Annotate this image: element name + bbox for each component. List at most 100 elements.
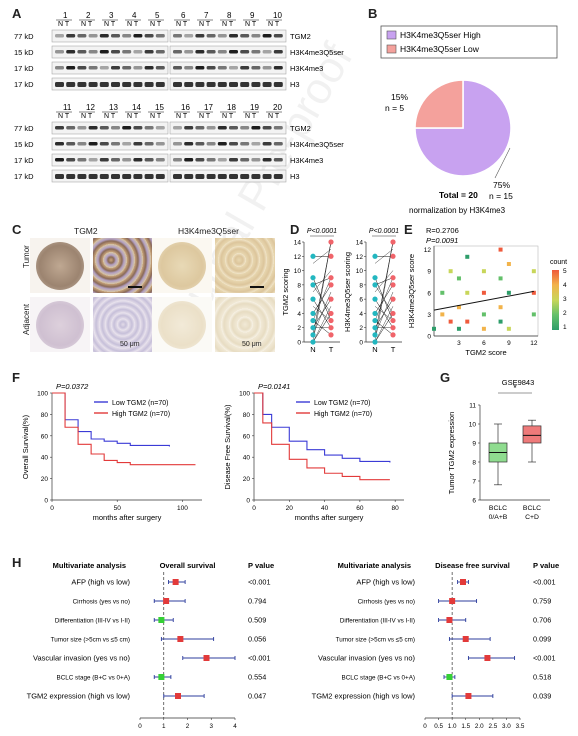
- blot-band: [66, 34, 76, 38]
- pair-line: [374, 306, 394, 321]
- legend-low: H3K4me3Q5ser Low: [400, 44, 480, 54]
- pie-slice-high: [414, 79, 512, 177]
- legend-tick: 1: [563, 324, 567, 331]
- forest-row-label: Cirrhosis (yes vs no): [73, 599, 130, 606]
- blot-band: [251, 50, 261, 54]
- pie-slice-low: [414, 79, 464, 129]
- blot-band: [251, 66, 261, 70]
- p-value: P<0.0001: [307, 228, 337, 235]
- blot-band: [217, 174, 227, 179]
- nt-label: N T: [150, 21, 162, 28]
- hazard-ratio-marker: [175, 693, 181, 699]
- legend-high: H3K4me3Q5ser High: [400, 30, 481, 40]
- blot-band: [144, 142, 154, 146]
- data-point: [465, 254, 470, 259]
- p-value: 0.509: [248, 616, 266, 625]
- x-tick-label: 20: [286, 505, 294, 512]
- y-tick-label: 40: [41, 455, 49, 462]
- nt-label: N T: [222, 113, 234, 120]
- blot-band: [173, 66, 182, 70]
- point-n: [310, 317, 316, 324]
- blot-band: [99, 66, 109, 70]
- p-value: P=0.0091: [426, 236, 458, 245]
- y-tick-label: 80: [41, 412, 49, 419]
- blot-band: [184, 34, 194, 38]
- blot-band: [133, 126, 143, 130]
- x-tick-label: 2.5: [488, 723, 497, 730]
- blot-band: [251, 158, 261, 162]
- p-value: 0.794: [248, 597, 266, 606]
- blot-band: [273, 34, 283, 38]
- lane-number: 7: [204, 11, 209, 20]
- ihc-title-h3k4: H3K4me3Q5ser: [178, 226, 239, 236]
- lane-number: 12: [86, 103, 95, 112]
- blot-band: [184, 174, 194, 179]
- y-tick-label: 14: [294, 240, 302, 247]
- x-tick-label: 50: [114, 505, 122, 512]
- blot-band: [77, 174, 87, 179]
- blot-band: [240, 174, 250, 179]
- scale-bar-label-1: 50 μm: [120, 341, 140, 348]
- blot-band: [66, 50, 76, 54]
- lane-number: 17: [204, 103, 213, 112]
- low-percent: 15%: [391, 92, 408, 102]
- blot-band: [122, 82, 132, 87]
- hazard-ratio-marker: [460, 579, 466, 585]
- blot-band: [133, 174, 143, 179]
- point-t: [390, 253, 396, 259]
- blot-strip: [51, 29, 169, 43]
- forest-plots: Multivariate analysis Overall survival P v…: [27, 561, 560, 730]
- blot-band: [273, 82, 283, 87]
- blot-band: [88, 82, 98, 87]
- legend-tick: 2: [563, 310, 567, 317]
- pair-line: [312, 248, 332, 264]
- blot-band: [251, 174, 261, 179]
- blot-band: [273, 174, 283, 179]
- blot-band: [217, 34, 227, 38]
- panel-label-g: G: [440, 370, 451, 385]
- lane-number: 9: [250, 11, 255, 20]
- blot-band: [88, 126, 98, 130]
- point-n: [310, 339, 316, 345]
- data-point: [531, 312, 536, 317]
- panel-label-e: E: [404, 222, 413, 237]
- y-axis-title: H3K4me3Q5ser scoring: [343, 252, 352, 332]
- nt-label: N T: [127, 113, 139, 120]
- point-n: [310, 310, 316, 317]
- blot-band: [133, 50, 143, 54]
- blot-band: [122, 142, 132, 146]
- blot-strip: [51, 153, 169, 167]
- blot-band: [66, 126, 76, 130]
- blot-band: [88, 34, 98, 38]
- point-t: [390, 282, 396, 288]
- panel-label-d: D: [290, 222, 300, 237]
- point-t: [390, 332, 396, 338]
- nt-label: N T: [176, 113, 188, 120]
- x-tick-label: 100: [177, 505, 188, 512]
- panel-label-c: C: [12, 222, 22, 237]
- km-curve: [254, 392, 390, 481]
- blot-band: [133, 142, 143, 146]
- legend-swatch-low: [386, 44, 397, 54]
- protein-label: H3: [290, 80, 300, 89]
- hazard-ratio-marker: [203, 655, 210, 661]
- blot-band: [262, 82, 272, 87]
- point-t: [328, 253, 334, 259]
- nt-label: N T: [245, 113, 257, 120]
- data-point: [531, 290, 536, 295]
- blot-band: [251, 82, 261, 87]
- x-tick-label: 60: [356, 505, 364, 512]
- kd-label: 15 kD: [14, 48, 34, 57]
- blot-band: [66, 174, 76, 179]
- ihc-h3k4-tumor-zoom: [215, 238, 275, 293]
- forest-header-label: Multivariate analysis: [338, 561, 411, 570]
- x-tick-label: 3.0: [502, 723, 511, 730]
- x-tick-label: 1.5: [461, 723, 470, 730]
- protein-label: H3K4me3: [290, 156, 323, 165]
- blot-band: [240, 126, 250, 130]
- y-tick-label: 60: [243, 433, 251, 440]
- point-t: [328, 325, 334, 331]
- p-value: 0.759: [533, 597, 551, 606]
- legend-label: Low TGM2 (n=70): [112, 400, 168, 407]
- x-tick-label: 4: [233, 723, 237, 730]
